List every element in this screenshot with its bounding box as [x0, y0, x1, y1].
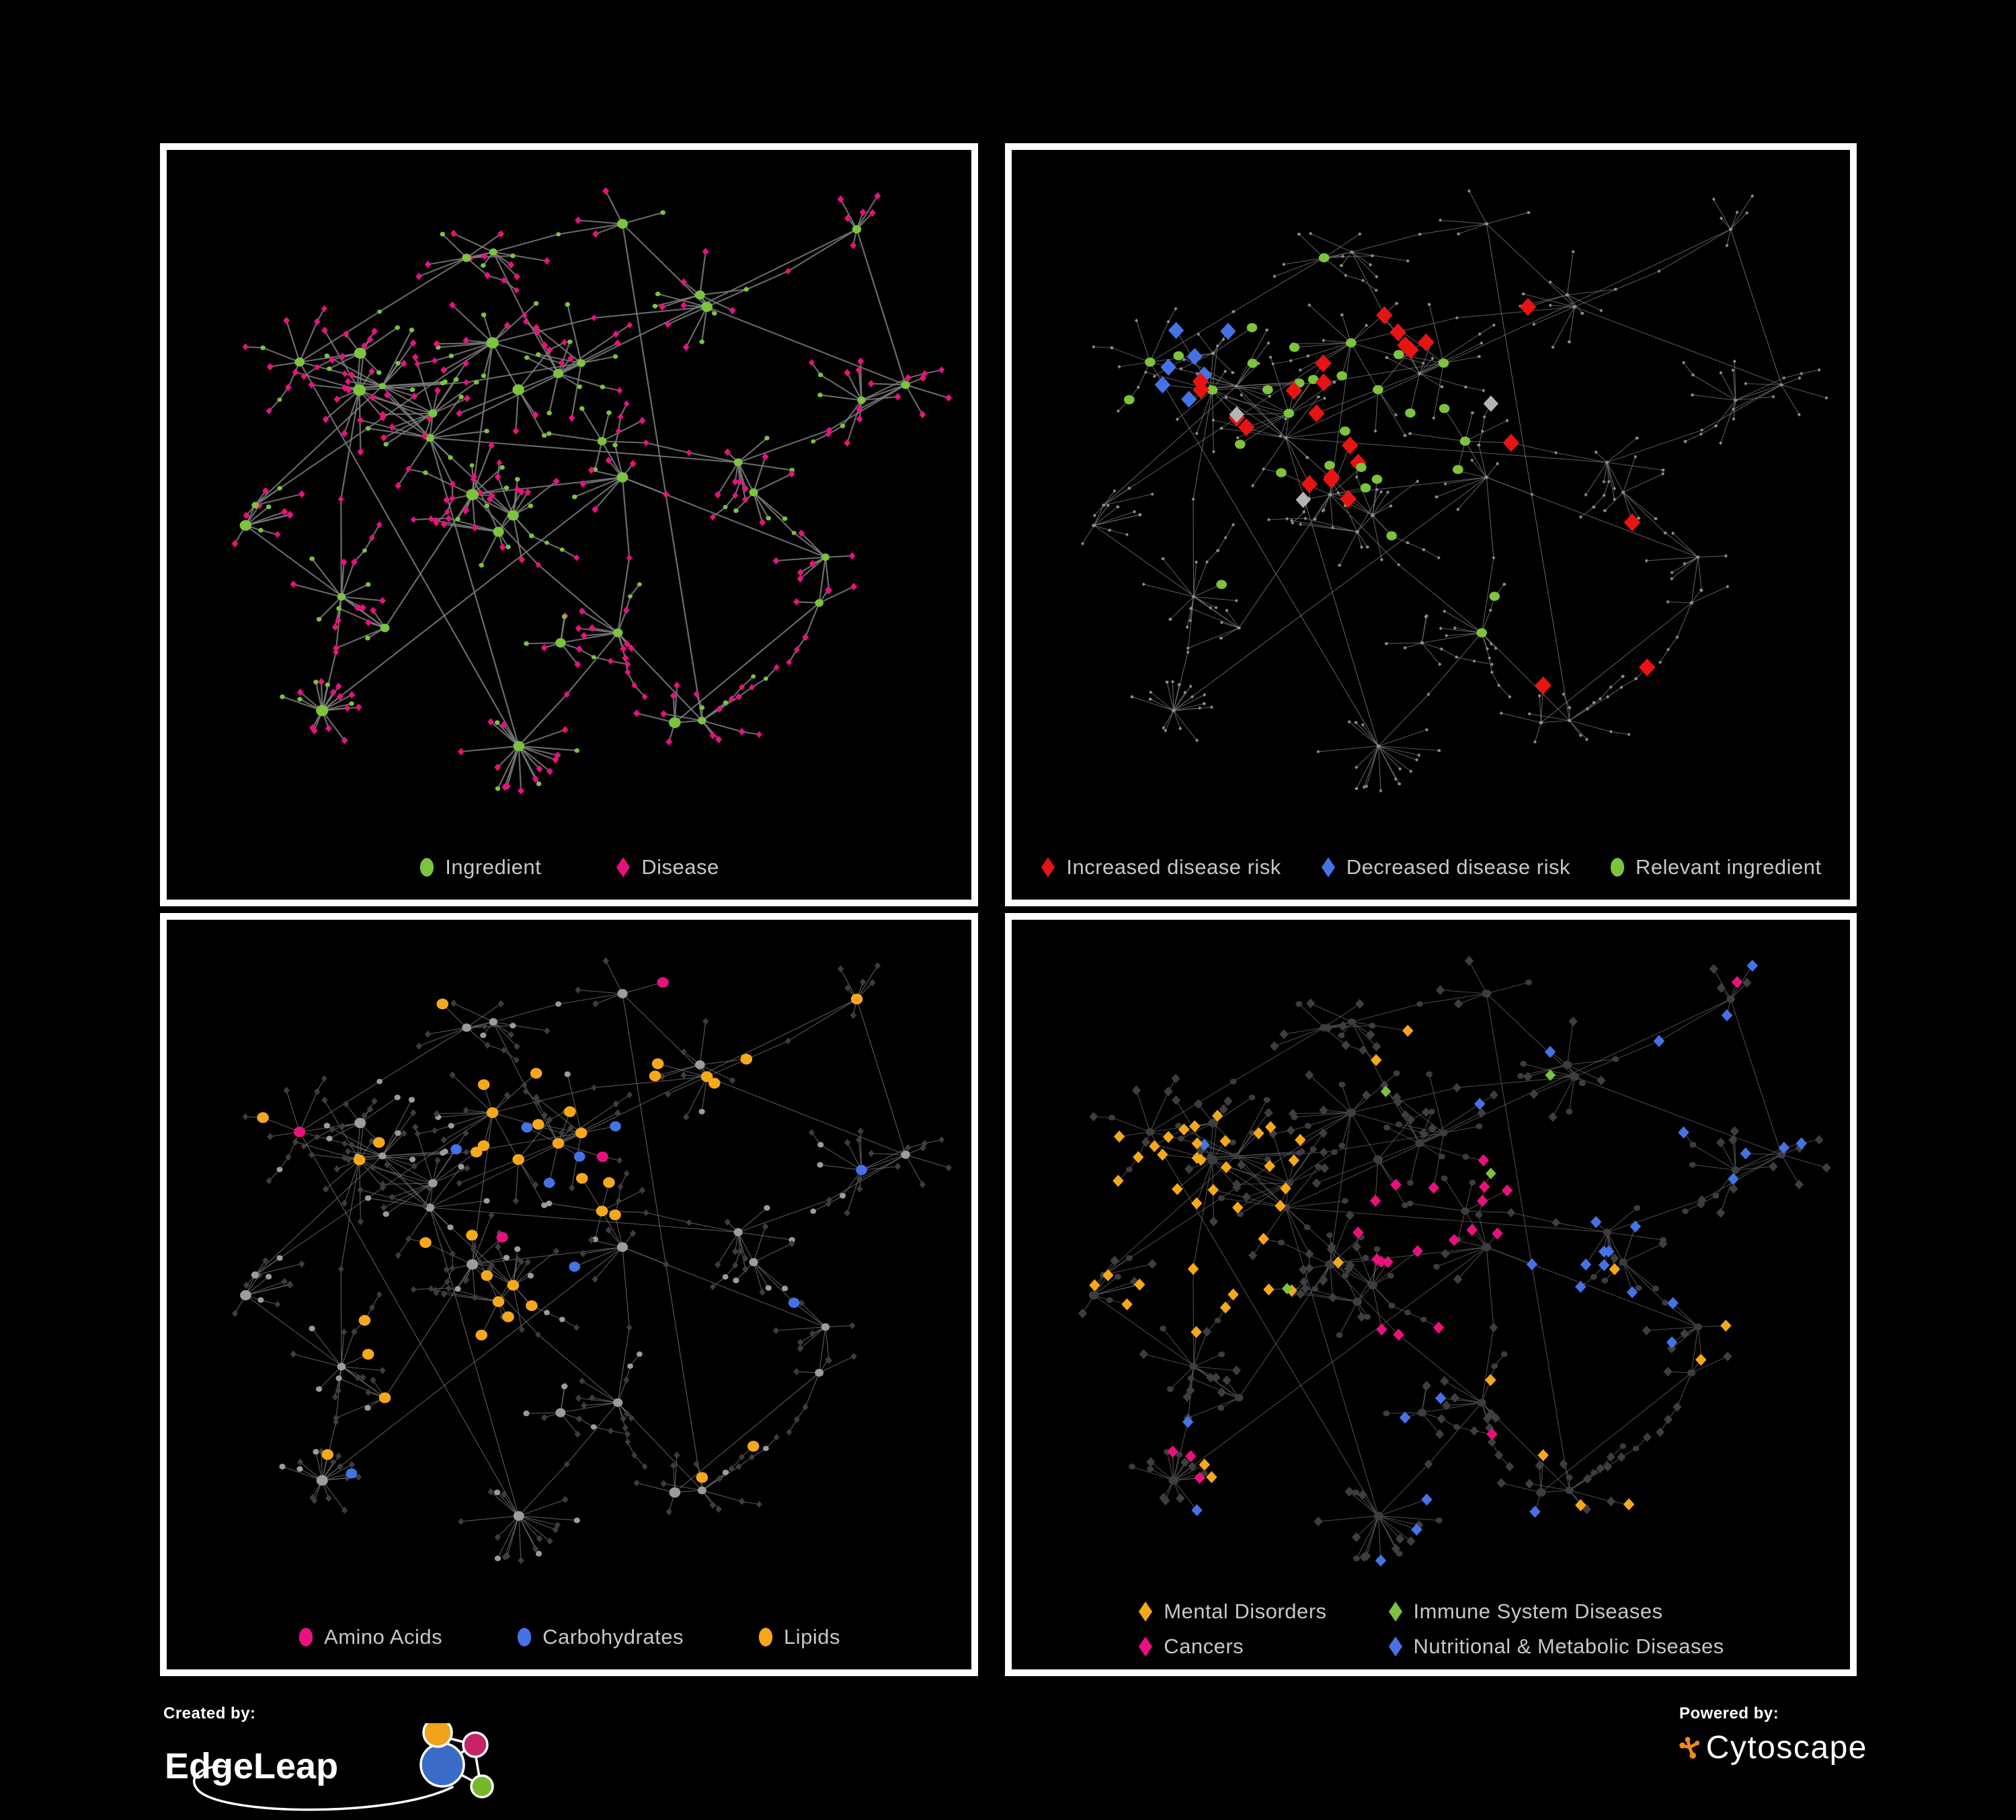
legend-label: Nutritional & Metabolic Diseases: [1413, 1634, 1724, 1658]
edgeleap-network-icon: [419, 1717, 494, 1798]
legend-item: Nutritional & Metabolic Diseases: [1387, 1634, 1724, 1659]
panel-disease-class: Mental Disorders Immune System Diseases Ca…: [1005, 913, 1857, 1676]
panel-ingredient-disease: Ingredient Disease: [160, 143, 978, 906]
diamond-swatch-icon: [1139, 1601, 1153, 1622]
legend-label: Ingredient: [445, 855, 542, 879]
edgeleap-swoosh: [192, 1765, 454, 1811]
legend-item: Ingredient: [419, 855, 541, 879]
diamond-swatch-icon: [1388, 1601, 1402, 1622]
legend-item: Lipids: [758, 1625, 840, 1649]
diamond-swatch-icon: [1321, 857, 1335, 877]
cytoscape-logo-block: Powered by: Cytoscape: [1679, 1704, 1867, 1815]
legend-label: Immune System Diseases: [1413, 1599, 1663, 1623]
legend-label: Amino Acids: [324, 1625, 443, 1649]
legend-item: Amino Acids: [298, 1625, 442, 1649]
panel-nutrient-class: Amino Acids Carbohydrates Lipids: [160, 913, 978, 1676]
legend-item: Decreased disease risk: [1320, 855, 1570, 879]
network-graph-ingredient-disease: [231, 187, 953, 795]
legend-item: Immune System Diseases: [1387, 1599, 1724, 1624]
legend-ingredient-disease: Ingredient Disease: [167, 855, 971, 879]
legend-label: Mental Disorders: [1164, 1599, 1327, 1623]
legend-label: Carbohydrates: [542, 1625, 684, 1649]
legend-label: Increased disease risk: [1066, 855, 1281, 879]
edgeleap-wordmark: EdgeLeap: [165, 1746, 338, 1786]
diamond-swatch-icon: [1139, 1636, 1153, 1657]
legend-item: Disease: [615, 855, 719, 879]
edgeleap-logo: EdgeLeap: [165, 1717, 494, 1811]
legend-item: Cancers: [1137, 1634, 1326, 1659]
legend-item: Mental Disorders: [1137, 1599, 1326, 1624]
legend-item: Carbohydrates: [516, 1625, 684, 1649]
network-graph-disease-risk: [1080, 189, 1828, 793]
ellipse-swatch-icon: [517, 1628, 532, 1647]
diamond-swatch-icon: [616, 857, 631, 877]
ellipse-swatch-icon: [758, 1628, 773, 1647]
ellipse-swatch-icon: [1610, 858, 1625, 877]
legend-item: Increased disease risk: [1040, 855, 1281, 879]
legend-disease-class: Mental Disorders Immune System Diseases Ca…: [1012, 1599, 1850, 1659]
edgeleap-logo-block: Created by: EdgeLeap: [163, 1704, 513, 1815]
legend-disease-risk: Increased disease risk Decreased disease …: [1012, 855, 1850, 879]
panel-disease-risk: Increased disease risk Decreased disease …: [1005, 143, 1857, 906]
legend-label: Relevant ingredient: [1636, 855, 1822, 879]
legend-item: Relevant ingredient: [1609, 855, 1822, 879]
powered-by-label: Powered by:: [1679, 1704, 1779, 1723]
legend-label: Decreased disease risk: [1346, 855, 1570, 879]
legend-label: Disease: [641, 855, 719, 879]
network-graph-nutrient-class: [231, 957, 953, 1565]
ellipse-swatch-icon: [298, 1628, 313, 1647]
created-by-label: Created by:: [163, 1704, 256, 1723]
legend-label: Lipids: [783, 1625, 840, 1649]
network-graph-disease-class: [1078, 955, 1831, 1567]
legend-nutrient-class: Amino Acids Carbohydrates Lipids: [167, 1625, 971, 1649]
cytoscape-icon: [1679, 1737, 1699, 1759]
cytoscape-wordmark: Cytoscape: [1705, 1729, 1867, 1766]
legend-label: Cancers: [1164, 1634, 1244, 1658]
diamond-swatch-icon: [1041, 857, 1055, 877]
diamond-swatch-icon: [1388, 1636, 1402, 1657]
ellipse-swatch-icon: [420, 858, 434, 877]
